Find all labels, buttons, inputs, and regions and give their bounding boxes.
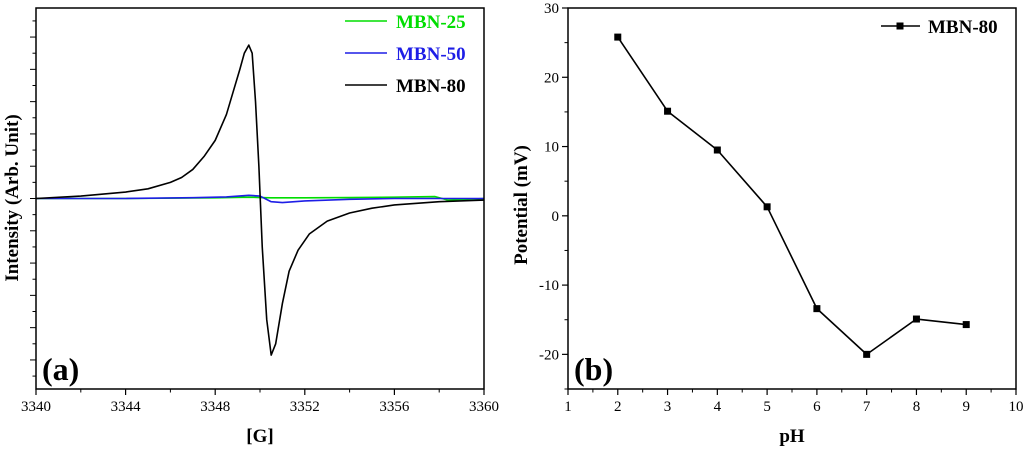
panel-a-x-ticks: 3340 3344 3348 3352 3356 3360 [21,389,499,415]
legend-label-mbn-80: MBN-80 [396,76,466,97]
panel-a-legend: MBN-25 MBN-50 MBN-80 [345,12,466,97]
legend-label-mbn-50: MBN-50 [396,44,466,65]
b-data-point-mbn-80 [813,305,821,313]
panel-a-plot-frame [35,7,485,390]
b-data-point-mbn-80 [962,321,970,329]
b-y-tick-label: -20 [539,347,559,363]
panel-a: 3340 3344 3348 3352 3356 3360 MBN-25 MBN-50 M… [2,7,499,447]
b-x-tick-label: 9 [962,399,970,415]
a-x-tick-label: 3340 [21,399,51,415]
b-data-point-mbn-80 [614,33,622,41]
a-series-line-mbn-80 [35,44,485,356]
panel-b-x-ticks: 1 2 3 4 5 6 7 8 9 10 [564,389,1024,415]
b-y-tick-label: -10 [539,278,559,294]
panel-a-y-axis-label: Intensity (Arb. Unit) [2,114,23,281]
b-data-point-mbn-80 [863,350,871,358]
panel-b-legend: MBN-80 [881,17,998,38]
b-data-point-mbn-80 [763,203,771,211]
panel-b-plot-frame [567,7,1017,390]
a-series-line-mbn-50 [36,194,484,204]
b-y-tick-label: 20 [544,70,559,86]
b-data-point-mbn-80 [664,107,672,115]
b-y-tick-label: 30 [544,1,559,17]
panel-a-y-ticks [30,20,36,377]
b-x-tick-label: 6 [813,399,821,415]
a-x-tick-label: 3352 [290,399,320,415]
b-y-tick-label: 0 [552,209,560,225]
b-x-tick-label: 4 [714,399,722,415]
b-x-tick-label: 8 [913,399,921,415]
b-x-tick-label: 3 [664,399,672,415]
b-data-point-mbn-80 [912,315,920,323]
b-series-line-mbn-80 [617,36,967,356]
panel-a-label: (a) [42,351,79,387]
legend-swatch-marker-mbn-80 [896,22,904,30]
a-x-tick-label: 3344 [111,399,142,415]
legend-label-b-mbn-80: MBN-80 [928,17,998,38]
panel-b-y-axis-label: Potential (mV) [511,145,532,265]
b-x-tick-label: 10 [1009,399,1024,415]
panel-b-x-axis-label: pH [779,426,805,447]
b-x-tick-label: 5 [763,399,771,415]
a-x-tick-label: 3348 [200,399,230,415]
panel-b-label: (b) [574,351,613,387]
b-x-tick-label: 2 [614,399,622,415]
panel-b-y-ticks: -20 -10 0 10 20 30 [539,1,568,390]
legend-label-mbn-25: MBN-25 [396,12,466,33]
b-data-point-mbn-80 [713,146,721,154]
panel-a-series-group [35,44,485,356]
b-x-tick-label: 1 [564,399,572,415]
b-y-tick-label: 10 [544,140,559,156]
panel-a-x-axis-label: [G] [246,426,273,447]
a-x-tick-label: 3356 [379,399,410,415]
b-x-tick-label: 7 [863,399,871,415]
a-x-tick-label: 3360 [469,399,499,415]
panel-b-series-group [614,33,970,358]
